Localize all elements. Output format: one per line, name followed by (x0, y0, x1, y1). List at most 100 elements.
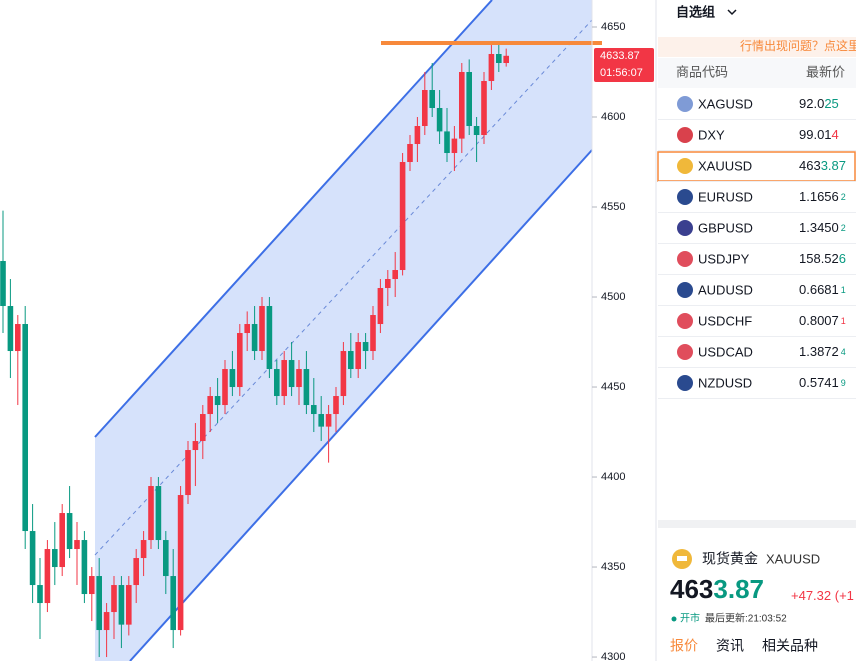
y-tick-label: 4600 (601, 111, 625, 123)
symbol: USDJPY (698, 251, 750, 266)
price-tail: 4 (832, 127, 839, 142)
candle-body (459, 72, 465, 139)
candle-body (74, 540, 80, 550)
detail-name: 现货黄金 (702, 551, 758, 567)
detail-price: 4633.87 (670, 574, 764, 604)
tab[interactable]: 报价 (670, 638, 698, 654)
candle-body (200, 414, 206, 442)
candle-body (348, 351, 354, 370)
candle-body (377, 288, 384, 325)
candle-body (0, 261, 6, 307)
candle-body (96, 576, 102, 631)
group-title[interactable]: 自选组 (676, 4, 715, 19)
candle-body (148, 486, 154, 541)
candle-body (296, 369, 302, 388)
candle-body (318, 414, 324, 427)
candle-body (288, 360, 295, 388)
flag-icon (677, 375, 693, 391)
candle-body (451, 138, 458, 154)
price-main: 0.6681 (799, 282, 839, 297)
candle-body (333, 396, 339, 415)
candle-body (340, 351, 347, 397)
candle-body (170, 576, 176, 631)
notice[interactable]: 行情出现问题？点这里 (740, 38, 856, 53)
flag-icon (677, 251, 693, 267)
candle-body (37, 585, 43, 604)
candle-body (118, 585, 125, 625)
candle-body (126, 585, 132, 625)
price-small: 1 (841, 285, 846, 295)
price-main: 158.52 (799, 251, 839, 266)
y-tick-label: 4550 (601, 201, 625, 213)
symbol: XAUUSD (698, 158, 752, 173)
flag-icon (677, 344, 693, 360)
y-tick-label: 4350 (601, 561, 625, 573)
updated: 最后更新:21:03:52 (705, 612, 787, 625)
detail-symbol: XAUUSD (766, 551, 820, 566)
price-main: 99.01 (799, 127, 832, 142)
candle-body (177, 495, 184, 631)
candle-body (414, 126, 421, 145)
price-small: 1 (841, 316, 846, 326)
candle-body (22, 324, 28, 532)
candle-body (370, 315, 376, 352)
candle-body (229, 369, 236, 388)
candle-body (503, 55, 509, 64)
candle-body (207, 396, 213, 415)
symbol: AUDUSD (698, 282, 753, 297)
candle-body (274, 369, 280, 397)
detail-change: +47.32 (+1 (791, 588, 854, 603)
candle-body (259, 306, 265, 352)
header-price: 最新价 (806, 64, 845, 79)
y-tick-label: 4300 (601, 651, 625, 661)
candle-body (7, 306, 14, 352)
candle-body (436, 108, 443, 132)
candle-body (81, 540, 88, 595)
symbol: USDCHF (698, 313, 752, 328)
symbol: DXY (698, 127, 725, 142)
candle-body (311, 405, 317, 415)
tab[interactable]: 相关品种 (762, 638, 818, 654)
price-tag-bg (594, 48, 654, 83)
price-tail: 3.87 (821, 158, 846, 173)
tab[interactable]: 资讯 (716, 638, 744, 654)
candle-body (488, 54, 495, 82)
candle-body (155, 486, 162, 541)
candle-body (163, 540, 169, 577)
symbol: NZDUSD (698, 375, 752, 390)
flag-icon (677, 96, 693, 112)
candle-body (362, 342, 369, 352)
price: 0.5741 9 (799, 375, 846, 390)
flag-icon (677, 158, 693, 174)
price: 99.014 (799, 127, 839, 142)
price-main: 92.0 (799, 96, 824, 111)
price: 1.1656 2 (799, 189, 846, 204)
price: 1.3872 4 (799, 344, 846, 359)
price-tag: 4633.87 (600, 50, 640, 62)
candle-body (66, 513, 73, 550)
price: 0.6681 1 (799, 282, 846, 297)
flag-icon (677, 127, 693, 143)
dropdown-icon[interactable] (727, 9, 737, 16)
candle-body (89, 576, 95, 595)
price-small: 9 (841, 378, 846, 388)
candle-body (52, 549, 58, 568)
separator (658, 520, 856, 528)
symbol: XAGUSD (698, 96, 753, 111)
price-main: 0.5741 (799, 375, 839, 390)
change: +47.32 (791, 588, 831, 603)
candle-body (466, 72, 472, 127)
price-small: 2 (841, 223, 846, 233)
candle-body (244, 324, 250, 334)
flag-icon (677, 189, 693, 205)
header-bg (658, 58, 856, 88)
price-main: 1.3872 (799, 344, 839, 359)
candle-body (29, 531, 36, 586)
candle-body (496, 54, 502, 64)
y-tick-label: 4650 (601, 21, 625, 33)
candle-body (355, 342, 361, 370)
candle-body (303, 369, 310, 406)
price: 0.8007 1 (799, 313, 846, 328)
price: 158.526 (799, 251, 846, 266)
